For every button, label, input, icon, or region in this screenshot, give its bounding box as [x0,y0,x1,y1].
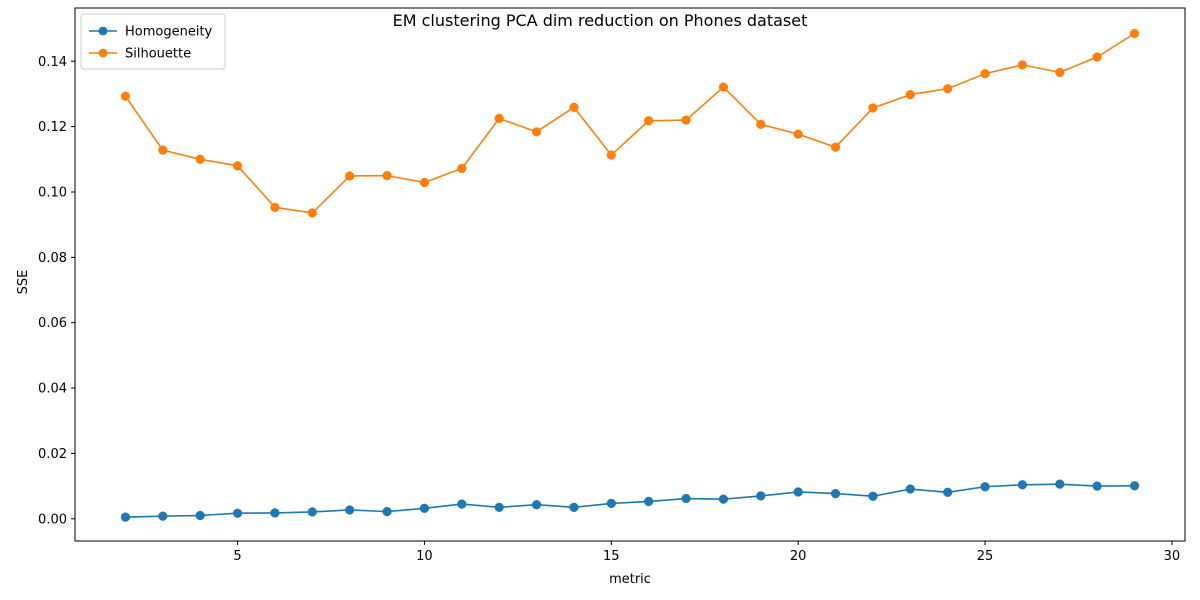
x-tick-label: 10 [416,549,433,564]
data-point [345,171,355,181]
data-point [419,503,430,513]
x-tick-label: 20 [790,549,807,564]
data-point [120,91,131,101]
y-tick-label: 0.10 [38,185,67,200]
y-tick-label: 0.08 [38,251,67,266]
data-point [531,127,542,137]
data-point [457,163,467,174]
data-point [195,510,205,521]
data-point [1055,479,1065,489]
data-point [307,208,317,218]
legend: Homogeneity Silhouette [80,13,226,70]
data-point [569,502,579,512]
data-point [270,202,280,212]
data-point [531,500,542,510]
data-point [793,487,803,497]
data-point [382,506,392,517]
data-point [1129,28,1140,39]
data-point [905,89,915,100]
x-tick-label: 30 [1164,549,1181,564]
data-point [270,508,280,518]
series-homogeneity [120,479,1140,522]
y-tick-label: 0.00 [38,512,67,527]
data-point [232,161,243,171]
data-point [681,115,691,125]
data-point [718,494,729,504]
series-layer [120,28,1140,522]
data-point [232,508,243,518]
legend-item-homogeneity: Homogeneity [89,25,213,40]
x-tick-label: 25 [977,549,994,564]
data-point [120,512,131,522]
data-point [980,482,990,492]
y-tick-label: 0.02 [38,447,67,462]
data-point [943,487,953,497]
data-point [457,499,467,509]
x-tick-label: 15 [603,549,620,564]
data-point [943,84,953,94]
data-point [756,119,766,129]
legend-label: Homogeneity [125,25,213,40]
data-point [569,102,579,112]
legend-marker [98,48,108,58]
y-axis-label: SSE [16,270,31,295]
y-tick-label: 0.06 [38,316,67,331]
data-point [1017,480,1028,490]
data-point [606,150,616,160]
y-axis: 0.00 0.02 0.04 0.06 0.08 0.10 0.12 0.14 [38,55,75,527]
data-point [756,491,766,501]
data-point [195,154,205,164]
data-point [158,511,168,521]
chart-title: EM clustering PCA dim reduction on Phone… [393,11,808,30]
data-point [1129,481,1140,491]
data-point [494,113,504,124]
x-tick-label: 5 [233,549,241,564]
legend-box [80,13,226,70]
plot-area [74,7,1186,542]
data-point [681,493,691,504]
legend-label: Silhouette [125,47,191,62]
data-point [345,505,355,515]
legend-marker [98,26,108,36]
data-point [905,484,915,494]
y-tick-label: 0.12 [38,120,67,135]
data-point [793,129,803,139]
y-tick-label: 0.04 [38,382,67,397]
data-point [1092,52,1102,62]
x-axis-label: metric [609,572,651,587]
data-point [868,103,878,113]
data-point [1055,67,1065,78]
axes-frame [74,7,1186,542]
data-point [158,145,168,155]
series-line-silhouette [124,32,1135,214]
data-point [494,502,504,512]
x-axis: 5 10 15 20 25 30 [233,541,1180,564]
data-point [1017,60,1028,70]
data-point [644,496,654,507]
data-point [980,69,990,79]
series-silhouette [120,28,1140,218]
data-point [830,142,841,152]
legend-item-silhouette: Silhouette [89,47,191,62]
data-point [382,170,392,181]
data-point [644,116,654,126]
data-point [718,82,729,92]
data-point [307,507,317,517]
data-point [868,491,878,501]
data-point [606,498,616,509]
data-point [1092,481,1102,491]
data-point [419,177,430,188]
series-line-homogeneity [125,483,1135,518]
data-point [830,488,841,499]
y-tick-label: 0.14 [38,55,67,70]
